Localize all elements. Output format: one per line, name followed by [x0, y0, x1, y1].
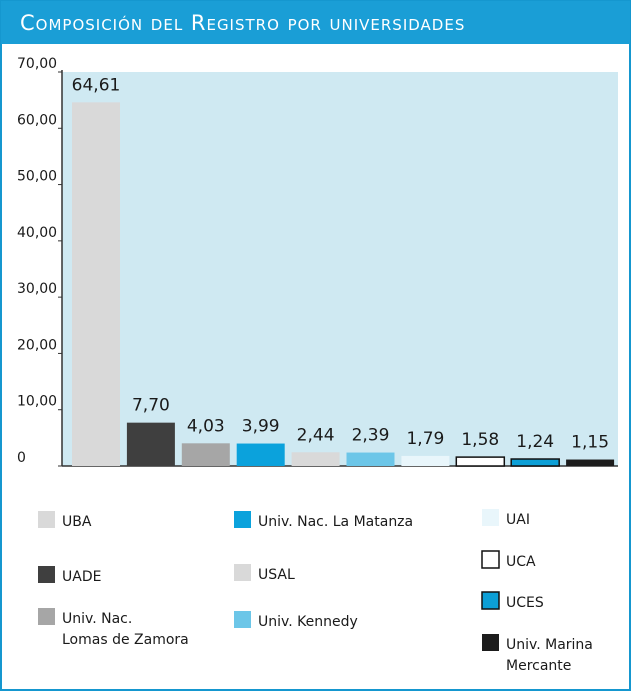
legend-label: Univ. Kennedy: [258, 614, 358, 630]
value-label: 1,24: [516, 432, 554, 452]
y-tick-label: 30,00: [17, 281, 57, 297]
y-tick-label: 60,00: [17, 112, 57, 128]
value-label: 7,70: [132, 396, 170, 416]
bar: [236, 443, 285, 466]
legend-label: USAL: [258, 567, 295, 583]
legend-swatch: [482, 509, 499, 526]
bar: [126, 422, 175, 466]
legend-label: Univ. Nac. La Matanza: [258, 514, 413, 530]
y-tick-label: 0: [17, 450, 26, 466]
legend-swatch: [38, 566, 55, 583]
bar: [72, 102, 120, 466]
bar: [566, 459, 615, 466]
value-label: 4,03: [187, 416, 225, 436]
bar: [346, 452, 395, 466]
y-tick-label: 20,00: [17, 337, 57, 353]
legend-label: UAI: [506, 512, 530, 528]
legend-swatch: [481, 550, 500, 569]
legend-label: UBA: [62, 514, 92, 530]
value-label: 1,58: [461, 430, 499, 450]
y-tick-label: 50,00: [17, 169, 57, 185]
legend-swatch: [38, 608, 55, 625]
value-label: 2,39: [352, 426, 390, 446]
value-label: 1,15: [571, 433, 609, 453]
value-label: 3,99: [242, 417, 280, 437]
legend-label: Univ. Marina Mercante: [506, 637, 597, 674]
legend-swatch: [481, 591, 500, 610]
y-tick-label: 10,00: [17, 394, 57, 410]
bar: [401, 455, 450, 466]
y-tick-label: 40,00: [17, 225, 57, 241]
legend-swatch: [234, 511, 251, 528]
legend-swatch: [234, 564, 251, 581]
legend-label: UCES: [506, 595, 544, 611]
chart-title: Composición del Registro por universidad…: [20, 11, 465, 35]
legend-label: Univ. Nac. Lomas de Zamora: [62, 611, 189, 648]
legend-label: UCA: [506, 554, 536, 570]
legend-swatch: [234, 611, 251, 628]
bar: [510, 458, 560, 467]
y-tick-label: 70,00: [17, 56, 57, 72]
legend-swatch: [38, 511, 55, 528]
title-bar: [1, 1, 630, 44]
value-label: 64,61: [72, 75, 121, 95]
value-label: 1,79: [406, 429, 444, 449]
value-label: 2,44: [297, 425, 335, 445]
legend-label: UADE: [62, 569, 101, 585]
bar: [291, 452, 340, 466]
bar: [181, 443, 230, 466]
plot-area: [62, 72, 618, 466]
legend-swatch: [482, 634, 499, 651]
bar: [455, 456, 506, 467]
